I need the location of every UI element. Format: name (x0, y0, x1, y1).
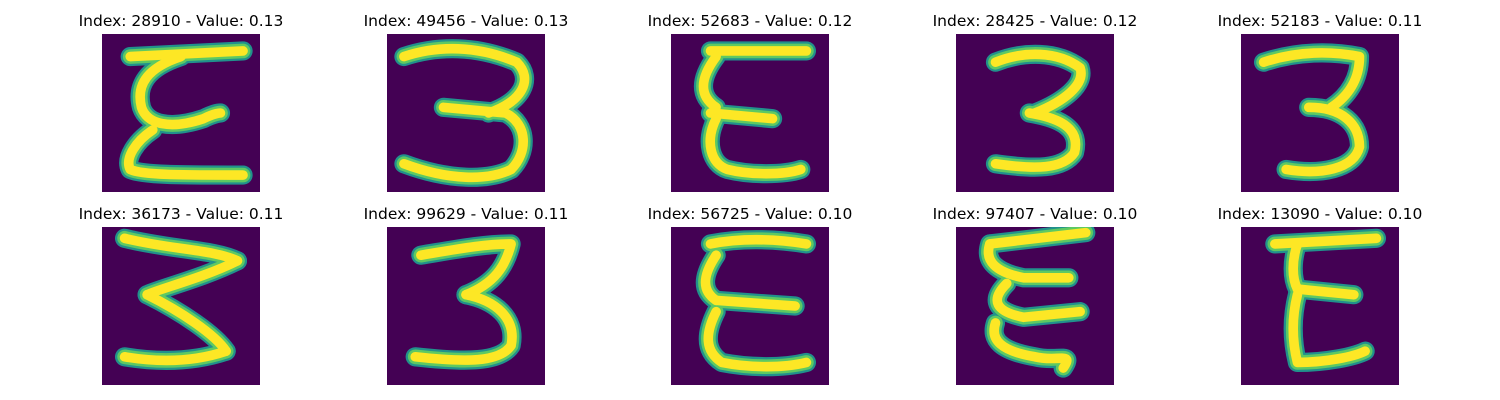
digit-stroke (983, 239, 1074, 283)
digit-stroke (990, 49, 1086, 118)
panel-title: Index: 28910 - Value: 0.13 (78, 12, 284, 30)
digit-image (671, 34, 829, 192)
digit-stroke (1270, 233, 1382, 249)
digit-stroke (705, 113, 806, 179)
digit-stroke (1288, 289, 1370, 368)
digit-stroke (711, 295, 800, 311)
digit-stroke (1258, 48, 1365, 113)
digit-stroke (135, 51, 226, 130)
digit-image (671, 227, 829, 385)
digit-image (956, 34, 1114, 192)
digit-stroke (125, 46, 248, 62)
digit-image (956, 227, 1114, 385)
digit-stroke (989, 318, 1072, 373)
digit-image (387, 227, 545, 385)
digit-stroke (399, 102, 528, 183)
panel-title: Index: 52683 - Value: 0.12 (647, 12, 853, 30)
digit-stroke (1288, 239, 1303, 294)
panel-title: Index: 97407 - Value: 0.10 (932, 205, 1138, 223)
panel-title: Index: 56725 - Value: 0.10 (647, 205, 853, 223)
digit-image (387, 34, 545, 192)
digit-image (1241, 34, 1399, 192)
panel-title: Index: 13090 - Value: 0.10 (1217, 205, 1423, 223)
digit-image (1241, 227, 1399, 385)
digit-stroke (990, 108, 1081, 172)
digit-stroke (992, 278, 1085, 323)
digit-stroke (703, 306, 812, 372)
digit-stroke (698, 51, 721, 113)
panel-title: Index: 28425 - Value: 0.12 (932, 12, 1138, 30)
digit-stroke (124, 125, 248, 180)
digit-stroke (142, 289, 231, 356)
digit-stroke (1292, 284, 1359, 300)
digit-stroke (410, 289, 517, 365)
digit-stroke (1281, 102, 1365, 177)
digit-stroke (119, 346, 231, 366)
digit-stroke (705, 234, 812, 249)
digit-image (102, 227, 260, 385)
digit-stroke (985, 227, 1091, 249)
digit-stroke (119, 233, 243, 266)
digit-stroke (399, 43, 530, 118)
panel-title: Index: 49456 - Value: 0.13 (363, 12, 569, 30)
panel-title: Index: 36173 - Value: 0.11 (78, 205, 284, 223)
digit-stroke (705, 108, 778, 124)
digit-image (102, 34, 260, 192)
digit-stroke (416, 239, 516, 300)
panel-title: Index: 99629 - Value: 0.11 (363, 205, 569, 223)
panel-title: Index: 52183 - Value: 0.11 (1217, 12, 1423, 30)
